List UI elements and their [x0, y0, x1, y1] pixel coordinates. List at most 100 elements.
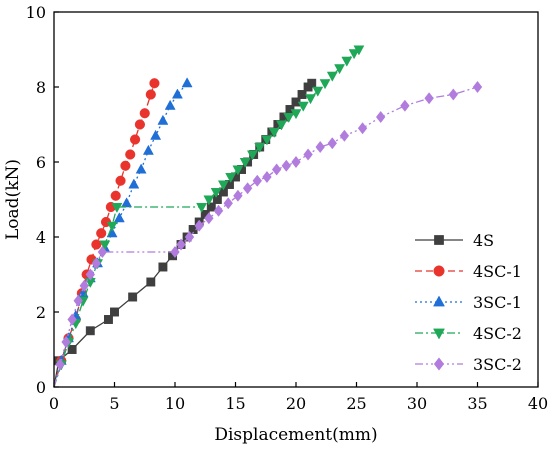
data-point — [120, 160, 131, 171]
data-point — [400, 99, 410, 112]
data-point — [91, 257, 102, 270]
data-point — [142, 144, 154, 155]
data-point — [290, 109, 302, 120]
data-point — [99, 240, 111, 251]
data-point — [303, 148, 313, 161]
data-point — [210, 187, 222, 198]
data-point — [252, 174, 263, 187]
legend-item: 4S — [415, 231, 494, 250]
data-point — [135, 163, 147, 174]
data-point — [176, 238, 186, 251]
data-point — [305, 94, 316, 105]
data-point — [206, 202, 216, 212]
data-point — [297, 101, 309, 112]
data-point — [291, 155, 301, 169]
x-tick-label: 5 — [109, 394, 119, 413]
data-point — [339, 129, 350, 142]
data-point — [223, 197, 233, 210]
data-point — [110, 190, 121, 201]
data-point — [312, 86, 324, 97]
data-point — [254, 142, 266, 153]
data-point — [203, 195, 215, 206]
data-point — [184, 230, 195, 244]
x-tick-label: 0 — [49, 394, 59, 413]
data-point — [341, 56, 353, 67]
data-point — [158, 262, 168, 272]
data-point — [353, 45, 365, 56]
data-point — [96, 228, 107, 239]
legend-marker — [433, 357, 445, 371]
data-point — [104, 315, 113, 324]
data-point — [128, 178, 140, 189]
data-point — [315, 140, 325, 154]
y-axis: 0 2 4 6 8 10 — [26, 3, 59, 397]
x-tick-label: 15 — [225, 394, 245, 413]
legend-label: 4S — [473, 231, 494, 250]
data-point — [67, 345, 77, 354]
legend-marker — [434, 235, 444, 245]
data-point — [271, 163, 282, 176]
data-point — [217, 180, 229, 191]
y-axis-label: Load(kN) — [3, 159, 23, 240]
data-point — [472, 80, 483, 94]
series-layer — [53, 45, 483, 388]
data-point — [55, 358, 65, 371]
data-point — [139, 108, 150, 119]
data-point — [113, 212, 125, 223]
data-point — [164, 99, 176, 110]
x-tick-label: 40 — [528, 394, 548, 413]
y-tick-label: 8 — [36, 78, 46, 97]
data-point — [212, 195, 222, 204]
legend-item: 4SC-2 — [415, 324, 522, 343]
legend-item: 4SC-1 — [415, 262, 522, 281]
data-point — [448, 88, 459, 101]
legend-marker — [433, 295, 445, 307]
x-tick-label: 35 — [467, 394, 487, 413]
data-point — [97, 245, 108, 259]
series-line — [53, 83, 156, 388]
data-point — [106, 221, 118, 232]
data-point — [61, 335, 71, 349]
data-point — [170, 245, 180, 259]
data-point — [67, 313, 77, 326]
series-3sc-2 — [53, 80, 483, 388]
data-point — [85, 268, 96, 281]
data-point — [327, 137, 338, 150]
data-point — [121, 197, 133, 208]
data-point — [128, 292, 138, 302]
data-point — [115, 175, 126, 186]
data-point — [232, 165, 244, 176]
data-point — [85, 326, 95, 336]
legend-label: 3SC-1 — [473, 293, 522, 312]
data-point — [242, 182, 253, 195]
legend-label: 4SC-2 — [473, 324, 522, 343]
y-tick-label: 6 — [36, 153, 46, 172]
legend-item: 3SC-1 — [415, 293, 522, 312]
data-point — [73, 294, 83, 307]
x-axis-label: Displacement(mm) — [214, 425, 377, 445]
data-point — [297, 90, 307, 99]
data-point — [110, 307, 119, 317]
data-point — [145, 89, 156, 100]
data-point — [181, 77, 193, 88]
data-point — [326, 71, 338, 82]
y-tick-label: 4 — [36, 228, 46, 247]
x-tick-label: 25 — [346, 394, 366, 413]
data-point — [261, 135, 273, 146]
x-tick-label: 10 — [165, 394, 185, 413]
data-point — [239, 157, 251, 168]
legend-label: 3SC-2 — [473, 355, 522, 374]
series-4s — [53, 78, 317, 388]
x-axis: 0 5 10 15 20 25 30 35 40 — [49, 382, 548, 413]
legend-label: 4SC-1 — [473, 262, 522, 281]
x-tick-label: 20 — [286, 394, 306, 413]
data-point — [171, 88, 183, 99]
data-point — [111, 202, 123, 213]
data-point — [424, 92, 434, 105]
data-point — [246, 150, 258, 161]
data-point — [213, 204, 224, 217]
legend-marker — [433, 265, 445, 277]
data-point — [91, 239, 102, 250]
data-point — [157, 114, 169, 125]
